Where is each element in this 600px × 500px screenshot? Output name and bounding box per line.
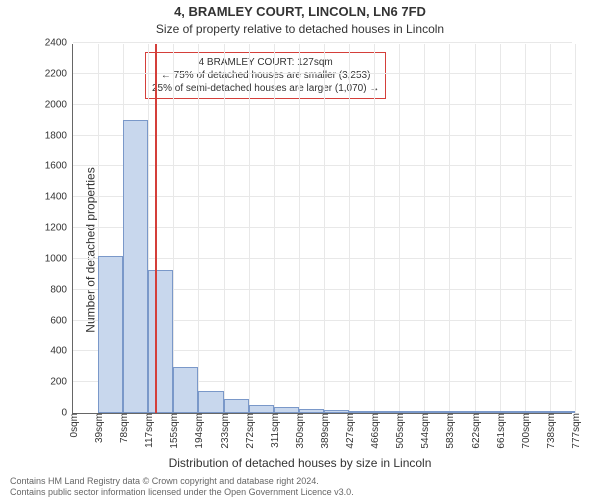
x-tick-label: 194sqm [194, 413, 205, 449]
x-tick-label: 466sqm [370, 413, 381, 449]
y-tick-label: 400 [50, 346, 67, 357]
histogram-bar [475, 411, 500, 413]
x-tick-label: 583sqm [445, 413, 456, 449]
grid-line-v [449, 44, 450, 413]
histogram-bar [224, 399, 249, 413]
histogram-bar [299, 409, 324, 413]
y-tick-label: 0 [61, 408, 67, 419]
x-tick-label: 427sqm [345, 413, 356, 449]
x-tick-label: 389sqm [320, 413, 331, 449]
grid-line-v [575, 44, 576, 413]
x-tick-label: 350sqm [295, 413, 306, 449]
histogram-bar [148, 270, 173, 413]
y-tick-label: 200 [50, 377, 67, 388]
grid-line-v [525, 44, 526, 413]
grid-line-v [198, 44, 199, 413]
histogram-bar [198, 391, 223, 413]
grid-line-v [374, 44, 375, 413]
histogram-bar [98, 256, 123, 413]
plot-area: 4 BRAMLEY COURT: 127sqm← 75% of detached… [72, 44, 572, 414]
x-tick-label: 738sqm [546, 413, 557, 449]
grid-line-v [173, 44, 174, 413]
grid-line-v [249, 44, 250, 413]
y-tick-label: 600 [50, 315, 67, 326]
grid-line-v [349, 44, 350, 413]
footer-attribution: Contains HM Land Registry data © Crown c… [10, 476, 354, 498]
grid-line-v [424, 44, 425, 413]
chart-container: 4, BRAMLEY COURT, LINCOLN, LN6 7FD Size … [0, 0, 600, 500]
grid-line-v [299, 44, 300, 413]
chart-title: 4, BRAMLEY COURT, LINCOLN, LN6 7FD [0, 4, 600, 19]
x-tick-label: 0sqm [69, 413, 80, 437]
annotation-line: 4 BRAMLEY COURT: 127sqm [152, 56, 379, 69]
histogram-bar [249, 405, 274, 413]
x-tick-label: 78sqm [119, 413, 130, 443]
histogram-bar [424, 411, 449, 413]
x-tick-label: 544sqm [420, 413, 431, 449]
annotation-line: 25% of semi-detached houses are larger (… [152, 82, 379, 95]
histogram-bar [550, 411, 575, 413]
y-tick-label: 2000 [45, 99, 67, 110]
histogram-bar [349, 411, 374, 413]
grid-line-v [550, 44, 551, 413]
annotation-line: ← 75% of detached houses are smaller (3,… [152, 69, 379, 82]
y-tick-label: 800 [50, 284, 67, 295]
x-axis-label: Distribution of detached houses by size … [0, 456, 600, 470]
y-tick-label: 1800 [45, 130, 67, 141]
histogram-bar [324, 410, 349, 413]
histogram-bar [374, 411, 399, 413]
marker-annotation: 4 BRAMLEY COURT: 127sqm← 75% of detached… [145, 52, 386, 99]
y-tick-label: 2200 [45, 68, 67, 79]
histogram-bar [525, 411, 550, 413]
x-tick-label: 777sqm [571, 413, 582, 449]
histogram-bar [500, 411, 525, 413]
grid-line-h [73, 42, 572, 43]
property-marker-line [155, 44, 157, 413]
footer-line-1: Contains HM Land Registry data © Crown c… [10, 476, 354, 487]
grid-line-v [399, 44, 400, 413]
x-tick-label: 155sqm [169, 413, 180, 449]
histogram-bar [399, 411, 424, 413]
x-tick-label: 117sqm [144, 413, 155, 448]
x-tick-label: 39sqm [94, 413, 105, 443]
x-tick-label: 505sqm [395, 413, 406, 449]
grid-line-v [274, 44, 275, 413]
x-tick-label: 622sqm [471, 413, 482, 449]
y-tick-label: 1400 [45, 192, 67, 203]
grid-line-v [500, 44, 501, 413]
grid-line-v [475, 44, 476, 413]
x-tick-label: 311sqm [270, 413, 281, 448]
histogram-bar [123, 120, 148, 413]
histogram-bar [173, 367, 198, 413]
x-tick-label: 661sqm [496, 413, 507, 449]
y-tick-label: 1000 [45, 253, 67, 264]
x-tick-label: 700sqm [521, 413, 532, 449]
chart-subtitle: Size of property relative to detached ho… [0, 22, 600, 36]
histogram-bar [449, 411, 474, 413]
grid-line-v [224, 44, 225, 413]
histogram-bar [274, 407, 299, 413]
footer-line-2: Contains public sector information licen… [10, 487, 354, 498]
x-tick-label: 233sqm [220, 413, 231, 449]
grid-line-v [324, 44, 325, 413]
y-tick-label: 1200 [45, 223, 67, 234]
y-tick-label: 2400 [45, 38, 67, 49]
x-tick-label: 272sqm [245, 413, 256, 449]
y-tick-label: 1600 [45, 161, 67, 172]
